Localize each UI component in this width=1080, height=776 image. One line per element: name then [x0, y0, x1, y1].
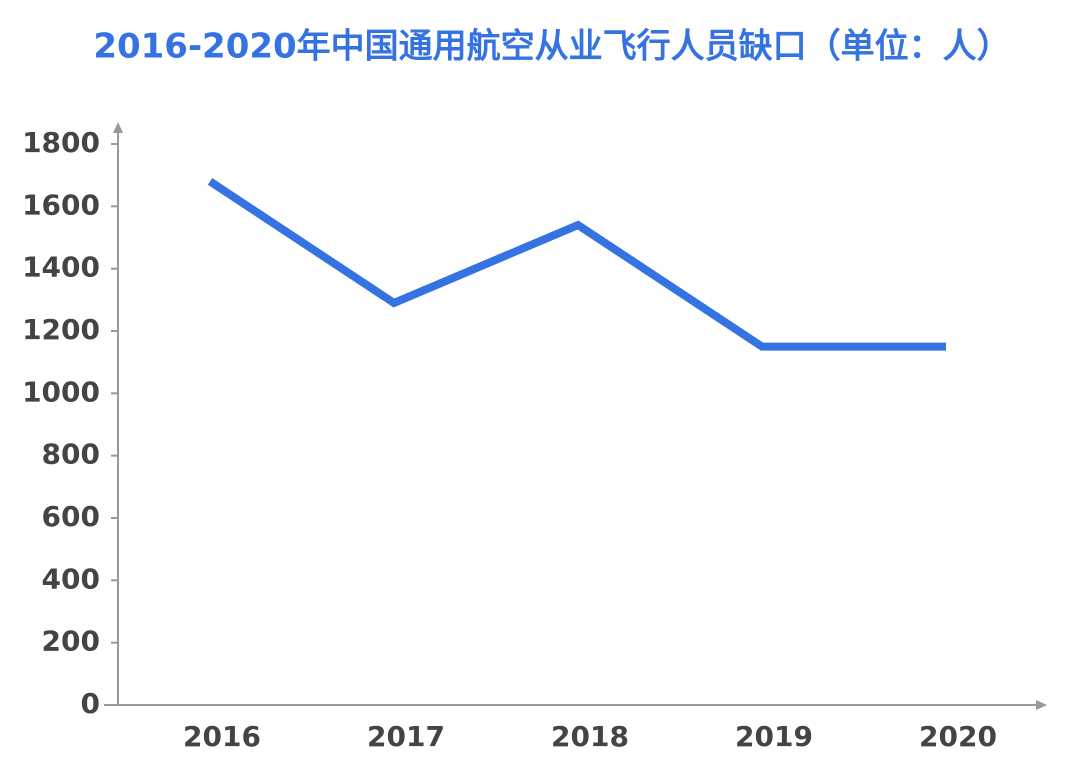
x-tick-label: 2018 — [551, 720, 629, 753]
x-tick-label: 2017 — [367, 720, 445, 753]
y-tick-label: 1600 — [22, 188, 100, 221]
x-tick-label: 2020 — [919, 720, 997, 753]
y-tick-label: 1200 — [22, 313, 100, 346]
y-tick-label: 400 — [42, 562, 100, 595]
y-tick-label: 600 — [42, 500, 100, 533]
y-tick-label: 1800 — [22, 126, 100, 159]
x-axis-arrow — [1036, 700, 1047, 710]
y-tick-label: 800 — [42, 438, 100, 471]
x-tick-label: 2019 — [735, 720, 813, 753]
y-axis-arrow — [113, 122, 123, 133]
y-tick-label: 200 — [42, 625, 100, 658]
y-tick-label: 1000 — [22, 375, 100, 408]
x-tick-label: 2016 — [183, 720, 261, 753]
chart-title: 2016-2020年中国通用航空从业飞行人员缺口（单位：人） — [93, 27, 1010, 67]
line — [207, 178, 946, 351]
y-tick-label: 1400 — [22, 251, 100, 284]
y-tick-label: 0 — [81, 687, 100, 720]
